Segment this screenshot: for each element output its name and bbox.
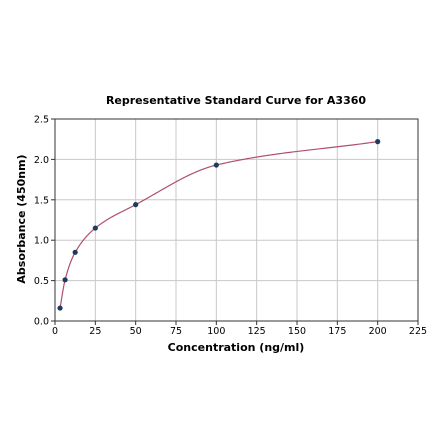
y-tick-label: 1.5 xyxy=(34,195,49,206)
x-tick-label: 25 xyxy=(89,326,101,337)
x-tick-label: 175 xyxy=(328,326,346,337)
x-tick-label: 100 xyxy=(207,326,225,337)
data-point xyxy=(62,277,68,283)
x-tick-label: 75 xyxy=(170,326,182,337)
data-point xyxy=(133,202,139,208)
data-point xyxy=(213,162,219,168)
chart-title: Representative Standard Curve for A3360 xyxy=(106,94,366,107)
x-tick-label: 125 xyxy=(248,326,266,337)
x-tick-label: 50 xyxy=(130,326,142,337)
fit-curve xyxy=(59,141,378,309)
axis-ticks: 0 25 50 75 100 125 150 175 200 225 0.0 0.5 1.0 1.5 2.0… xyxy=(34,115,427,338)
x-tick-label: 150 xyxy=(288,326,306,337)
x-axis-label: Concentration (ng/ml) xyxy=(168,341,305,354)
y-tick-label: 2.0 xyxy=(34,155,49,166)
y-tick-label: 1.0 xyxy=(34,236,49,247)
data-points xyxy=(57,139,381,311)
x-tick-label: 200 xyxy=(369,326,387,337)
y-tick-label: 2.5 xyxy=(34,115,49,126)
x-tick-label: 225 xyxy=(409,326,427,337)
y-tick-label: 0.5 xyxy=(34,276,49,287)
y-axis-label: Absorbance (450nm) xyxy=(15,154,28,283)
x-tick-label: 0 xyxy=(52,326,58,337)
plot-frame xyxy=(54,118,419,322)
data-point xyxy=(57,305,63,311)
data-point xyxy=(375,139,381,145)
data-point xyxy=(72,249,78,255)
grid-lines xyxy=(54,118,419,322)
fit-curve-layer xyxy=(59,141,378,309)
data-point xyxy=(92,225,98,231)
y-tick-label: 0.0 xyxy=(34,317,49,328)
